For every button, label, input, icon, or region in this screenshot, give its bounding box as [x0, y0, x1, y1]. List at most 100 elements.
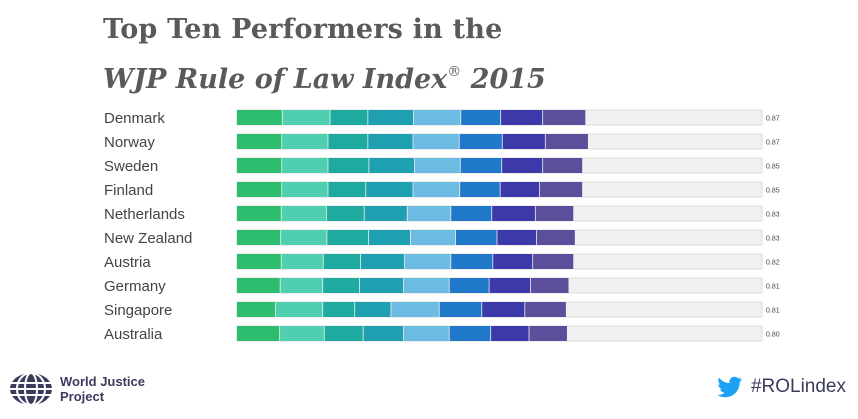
bar-segment — [500, 182, 540, 197]
score-label: 0.80 — [766, 332, 780, 339]
bar-segment — [326, 206, 364, 221]
bar-segment — [280, 278, 323, 293]
bar-segment — [482, 302, 525, 317]
bar-segment — [360, 254, 405, 269]
bar-segment — [282, 158, 328, 173]
bar-segment — [237, 134, 282, 149]
bar-segment — [439, 302, 482, 317]
hashtag-link[interactable]: #ROLindex — [717, 376, 846, 398]
bar-segment — [324, 326, 363, 341]
bar-segment — [323, 254, 361, 269]
score-label: 0.81 — [766, 284, 780, 291]
bar-segment — [407, 206, 451, 221]
bar-segment — [403, 278, 449, 293]
country-label: Austria — [104, 254, 151, 271]
title-index-name: WJP Rule of Law Index — [103, 64, 448, 95]
bar-segment — [410, 230, 456, 245]
bar-segment — [369, 158, 415, 173]
bar-segment — [327, 230, 368, 245]
bar-segment — [237, 230, 281, 245]
bar-segment — [391, 302, 439, 317]
bar-segment — [459, 134, 502, 149]
bar-segment — [413, 134, 459, 149]
bar-segment — [501, 110, 543, 125]
bar-segment — [529, 326, 567, 341]
bar-segment — [493, 254, 533, 269]
bar-segment — [539, 182, 583, 197]
registered-mark: ® — [447, 64, 462, 80]
bar-segment — [460, 182, 500, 197]
score-label: 0.82 — [766, 260, 780, 267]
bar-segment — [531, 278, 569, 293]
country-label: Sweden — [104, 158, 158, 175]
bar-segment — [491, 326, 529, 341]
bar-segment — [403, 326, 449, 341]
bar-segment — [237, 278, 280, 293]
bar-segment — [366, 182, 413, 197]
bar-segment — [533, 254, 574, 269]
bar-segment — [237, 302, 276, 317]
country-label: Finland — [104, 182, 153, 199]
bar-segment — [237, 326, 280, 341]
bar-segment — [237, 110, 282, 125]
score-label: 0.85 — [766, 188, 780, 195]
bar-segment — [364, 206, 407, 221]
bar-segment — [328, 134, 368, 149]
bar-segment — [237, 206, 281, 221]
bar-segment — [405, 254, 451, 269]
bar-segment — [328, 182, 366, 197]
bar-segment — [359, 278, 404, 293]
score-label: 0.87 — [766, 116, 780, 123]
country-label: Germany — [104, 278, 166, 295]
wjp-globe-logo-icon — [10, 372, 52, 406]
title-year: 2015 — [470, 64, 546, 95]
logo-text: World Justice Project — [60, 374, 145, 404]
bar-segment — [363, 326, 404, 341]
bar-segment — [535, 206, 574, 221]
bar-segment — [368, 134, 413, 149]
score-label: 0.83 — [766, 212, 780, 219]
bar-segment — [237, 158, 282, 173]
country-label: Singapore — [104, 302, 172, 319]
bar-segment — [330, 110, 368, 125]
title-line-2: WJP Rule of Law Index® 2015 — [103, 54, 546, 98]
bar-segment — [451, 254, 493, 269]
bar-segment — [323, 278, 360, 293]
bar-segment — [237, 182, 282, 197]
score-label: 0.87 — [766, 140, 780, 147]
bar-segment — [455, 230, 497, 245]
bar-segment — [368, 230, 410, 245]
bar-segment — [545, 134, 588, 149]
country-label: Norway — [104, 134, 155, 151]
bar-segment — [323, 302, 355, 317]
score-label: 0.83 — [766, 236, 780, 243]
bar-segment — [543, 110, 586, 125]
bar-segment — [525, 302, 566, 317]
score-label: 0.85 — [766, 164, 780, 171]
bar-segment — [237, 254, 281, 269]
bar-segment — [281, 254, 323, 269]
country-label: New Zealand — [104, 230, 192, 247]
bar-segment — [281, 230, 327, 245]
bar-segment — [282, 134, 328, 149]
bar-segment — [449, 278, 489, 293]
bar-segment — [543, 158, 583, 173]
chart-title: Top Ten Performers in the WJP Rule of La… — [103, 12, 546, 98]
bar-segment — [460, 158, 502, 173]
bar-segment — [275, 302, 323, 317]
bar-segment — [328, 158, 369, 173]
bar-segment — [355, 302, 391, 317]
country-label: Denmark — [104, 110, 165, 127]
bar-segment — [449, 326, 491, 341]
org-name-line-2: Project — [60, 389, 105, 404]
bar-segment — [489, 278, 531, 293]
bar-segment — [368, 110, 414, 125]
country-label: Netherlands — [104, 206, 185, 223]
bar-segment — [502, 158, 543, 173]
country-label: Australia — [104, 326, 163, 343]
bar-segment — [281, 206, 326, 221]
bar-segment — [282, 182, 328, 197]
wjp-logo[interactable]: World Justice Project — [8, 371, 145, 407]
hashtag-text: #ROLindex — [750, 376, 846, 397]
